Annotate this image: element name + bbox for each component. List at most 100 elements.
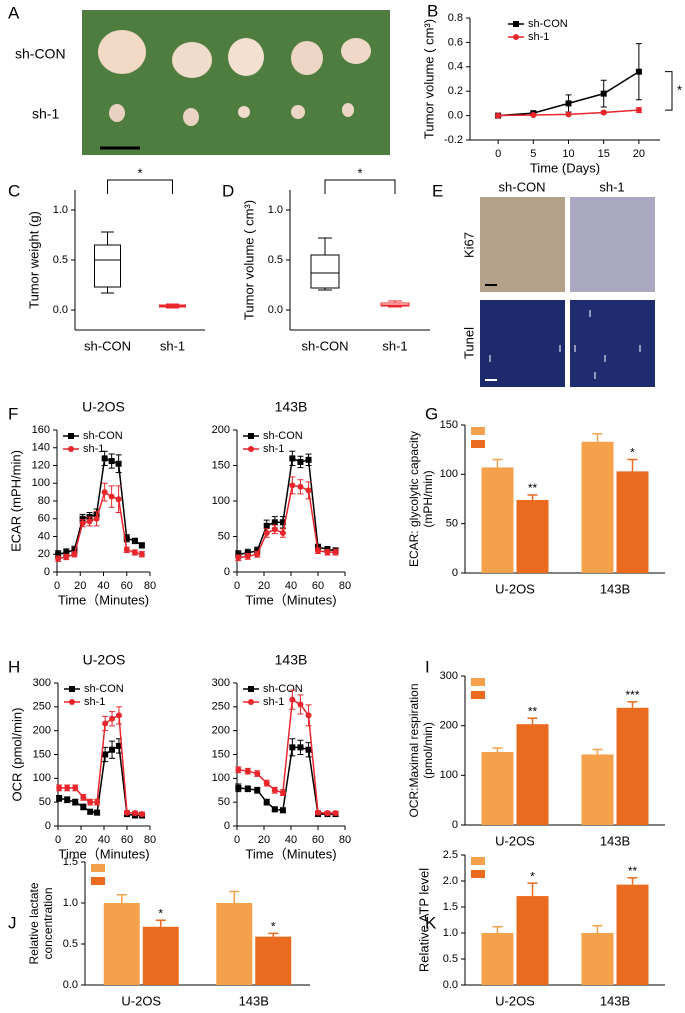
y-tick-label: -0.2	[444, 134, 463, 146]
y-axis-label: Tumor volume ( cm³)	[421, 19, 436, 139]
x-tick-label: sh-CON	[302, 338, 349, 353]
legend-label: sh-CON	[491, 676, 531, 688]
y-tick-label: 0	[224, 820, 230, 832]
point	[124, 809, 130, 816]
point	[115, 742, 122, 749]
x-tick-label: 40	[97, 580, 109, 592]
panel-label: A	[8, 3, 20, 22]
point	[132, 810, 139, 817]
significance-label: *	[271, 920, 276, 934]
x-tick-label: 20	[74, 580, 86, 592]
legend-label: sh-1	[528, 31, 549, 43]
tumor	[228, 38, 264, 76]
y-tick-label: 140	[32, 442, 50, 454]
point	[56, 795, 63, 802]
panel-label: D	[222, 181, 234, 200]
tunel-image	[480, 300, 565, 387]
y-axis-label: (mPH/min)	[421, 470, 435, 527]
point	[123, 535, 130, 542]
significance-label: **	[528, 704, 538, 718]
y-axis-label: Relative lactate	[27, 882, 41, 964]
y-tick-label: 0	[224, 566, 230, 578]
point	[565, 100, 572, 107]
y-tick-label: 50	[39, 796, 51, 808]
panel-label: B	[427, 1, 438, 20]
point	[94, 809, 101, 816]
series-line	[238, 457, 336, 555]
micrographs	[480, 197, 655, 387]
y-tick-label: 300	[440, 670, 458, 682]
point	[332, 810, 339, 817]
significance-label: **	[628, 864, 638, 878]
point	[115, 496, 122, 503]
point	[254, 547, 261, 554]
point	[244, 768, 251, 775]
chart-title: U-2OS	[83, 652, 126, 668]
bar	[142, 926, 179, 985]
point	[244, 553, 251, 560]
bar	[481, 933, 514, 985]
y-axis-label: OCR (pmol/min)	[9, 708, 24, 802]
point	[305, 712, 312, 719]
point	[254, 787, 261, 794]
bar	[103, 903, 140, 985]
point	[289, 482, 296, 489]
y-axis-label: Tumor weight (g)	[26, 211, 41, 309]
y-tick-label: 200	[212, 424, 230, 436]
error-bar	[527, 882, 538, 897]
point	[289, 455, 296, 462]
legend-marker	[248, 686, 254, 692]
y-axis-label: ECAR (mPH/min)	[8, 450, 23, 552]
y-axis-label: (pmol/min)	[421, 722, 435, 779]
point	[324, 810, 331, 817]
row-label: sh-CON	[15, 46, 66, 62]
y-tick-label: 1.0	[53, 204, 68, 216]
point	[102, 751, 109, 758]
bar	[516, 896, 549, 985]
box	[310, 254, 340, 289]
bar	[616, 707, 649, 825]
legend-marker	[69, 686, 75, 692]
x-tick-label: 0	[55, 834, 61, 846]
x-tick-label: 20	[258, 580, 270, 592]
chart-title: U-2OS	[82, 399, 125, 415]
point	[235, 784, 242, 791]
significance-label: ***	[625, 688, 639, 702]
y-tick-label: 150	[212, 459, 230, 471]
y-tick-label: 300	[212, 677, 230, 689]
point	[235, 766, 242, 773]
legend-label: sh-CON	[491, 855, 531, 867]
tumor	[291, 105, 305, 119]
point	[289, 744, 296, 751]
legend-swatch	[471, 870, 485, 878]
point	[271, 526, 278, 533]
tumor	[98, 30, 146, 74]
bar	[481, 467, 514, 573]
significance-label: **	[528, 481, 538, 495]
y-tick-label: 250	[212, 701, 230, 713]
y-tick-label: 1.0	[63, 897, 78, 909]
point	[263, 529, 270, 536]
point	[115, 712, 122, 719]
point	[305, 487, 312, 494]
point	[244, 785, 251, 792]
y-axis-label: OCR:Maximal respiration	[407, 683, 421, 817]
x-tick-label: U-2OS	[495, 993, 535, 1008]
bar	[481, 751, 514, 825]
bar	[216, 903, 253, 985]
x-tick-label: 40	[98, 834, 110, 846]
x-tick-label: 80	[144, 834, 156, 846]
error-bar	[229, 890, 240, 903]
point	[108, 493, 115, 500]
row-label: sh-1	[32, 106, 59, 122]
x-tick-label: 20	[75, 834, 87, 846]
legend-label: sh-CON	[263, 430, 303, 442]
x-tick-label: 40	[285, 834, 297, 846]
y-tick-label: 250	[33, 701, 51, 713]
x-tick-label: 0	[54, 580, 60, 592]
point	[271, 806, 278, 813]
point	[305, 746, 312, 753]
legend-marker	[513, 21, 519, 27]
point	[71, 551, 78, 558]
x-tick-label: 0	[495, 148, 501, 160]
